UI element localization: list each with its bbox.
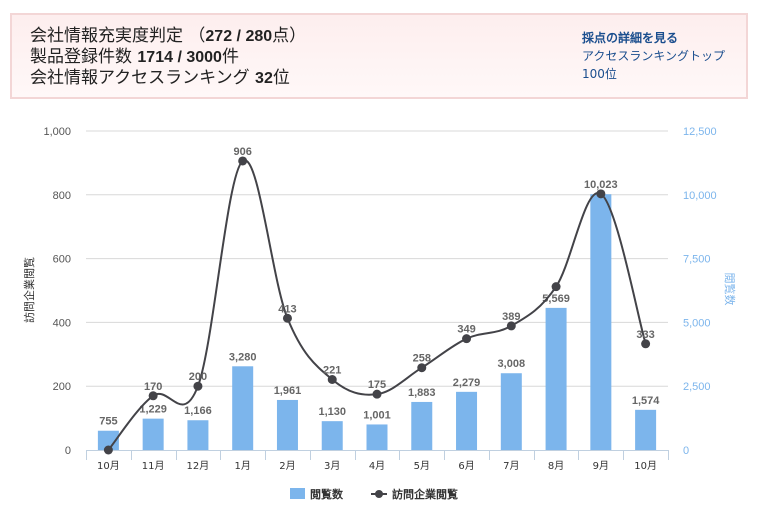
- bar-1[interactable]: [142, 418, 164, 450]
- right-axis-tick-label: 2,500: [683, 381, 711, 393]
- bar-data-label: 1,883: [408, 387, 436, 399]
- line-point-10[interactable]: [551, 282, 561, 292]
- line-point-8[interactable]: [462, 334, 472, 344]
- legend-bar-swatch[interactable]: [290, 488, 305, 499]
- bar-3[interactable]: [232, 366, 254, 450]
- summary-lines: 会社情報充実度判定 （272 / 280点） 製品登録件数 1714 / 300…: [30, 26, 306, 89]
- left-axis-tick-label: 0: [65, 445, 71, 457]
- bar-data-label: 3,280: [229, 351, 257, 363]
- line-data-label: 175: [368, 379, 386, 391]
- bar-data-label: 755: [99, 416, 117, 428]
- x-axis-category-label: 4月: [369, 460, 385, 472]
- x-axis-category-label: 11月: [142, 460, 165, 472]
- line-data-label: 349: [457, 324, 475, 336]
- bar-8[interactable]: [456, 391, 478, 450]
- right-axis-tick-label: 0: [683, 445, 689, 457]
- bar-data-label: 1,130: [318, 406, 346, 418]
- legend: 閲覧数 訪問企業閲覧: [290, 487, 458, 501]
- left-axis-tick-label: 800: [53, 190, 71, 202]
- left-axis-ticks: 0 200 400 600 800 1,000: [43, 126, 71, 457]
- summary-links: 採点の詳細を見る アクセスランキングトップ100位: [582, 29, 746, 83]
- line-point-5[interactable]: [327, 375, 337, 385]
- grid-lines: [86, 130, 668, 387]
- x-axis-category-label: 6月: [458, 460, 474, 472]
- x-axis: 10月 11月 12月 1月 2月 3月 4月 5月 6月 7月 8月 9月 10月: [86, 450, 669, 472]
- x-axis-category-label: 9月: [593, 460, 609, 472]
- legend-line-marker: [375, 490, 383, 498]
- bar-5[interactable]: [321, 421, 343, 450]
- right-axis-ticks: 0 2,500 5,000 7,500 10,000 12,500: [683, 126, 717, 457]
- product-count: 製品登録件数 1714 / 3000件: [30, 47, 239, 67]
- line-point-11[interactable]: [596, 189, 606, 199]
- left-axis-title: 訪問企業閲覧: [22, 257, 36, 323]
- x-axis-category-label: 12月: [187, 460, 210, 472]
- line-data-label: 170: [144, 381, 162, 393]
- summary-panel: 会社情報充実度判定 （272 / 280点） 製品登録件数 1714 / 300…: [10, 13, 748, 99]
- line-data-label: 258: [413, 353, 431, 365]
- bar-data-labels: 755 1,229 1,166 3,280 1,961 1,130 1,001 1,883 2,…: [99, 179, 660, 428]
- line-data-label: 333: [636, 329, 654, 341]
- line-point-9[interactable]: [506, 321, 516, 331]
- bar-data-label: 1,001: [363, 409, 391, 421]
- right-axis-tick-label: 12,500: [683, 126, 717, 138]
- line-point-7[interactable]: [417, 363, 427, 373]
- bar-2[interactable]: [187, 420, 209, 450]
- bar-data-label: 2,279: [453, 377, 481, 389]
- legend-item-visits[interactable]: 訪問企業閲覧: [392, 487, 458, 501]
- legend-item-views[interactable]: 閲覧数: [310, 487, 344, 501]
- line-point-3[interactable]: [238, 156, 248, 166]
- line-data-label: 413: [278, 303, 296, 315]
- line-point-4[interactable]: [282, 313, 292, 323]
- left-axis-tick-label: 1,000: [43, 126, 71, 138]
- access-ranking: 会社情報アクセスランキング 32位: [30, 68, 290, 88]
- bar-6[interactable]: [366, 424, 388, 450]
- x-axis-category-label: 7月: [503, 460, 519, 472]
- access-ranking-link[interactable]: アクセスランキングトップ100位: [582, 49, 726, 81]
- bar-data-label: 1,574: [632, 395, 660, 407]
- bar-0[interactable]: [97, 430, 119, 450]
- bar-4[interactable]: [276, 399, 298, 450]
- score-details-link[interactable]: 採点の詳細を見る: [582, 31, 679, 45]
- line-data-label: 389: [502, 311, 520, 323]
- bar-data-label: 1,229: [139, 404, 167, 416]
- left-axis-tick-label: 600: [53, 254, 71, 266]
- bar-data-label: 1,961: [274, 385, 302, 397]
- line-point-12[interactable]: [641, 339, 651, 349]
- x-axis-category-label: 10月: [634, 460, 657, 472]
- bar-12[interactable]: [635, 409, 657, 450]
- line-data-label: 200: [189, 371, 207, 383]
- line-point-6[interactable]: [372, 389, 382, 399]
- line-data-labels: 170 200 906 413 221 175 258 349 389 333: [144, 146, 655, 393]
- x-axis-category-label: 1月: [235, 460, 251, 472]
- bar-7[interactable]: [411, 401, 433, 450]
- line-points: [103, 156, 651, 455]
- right-axis-tick-label: 7,500: [683, 254, 711, 266]
- x-axis-category-label: 2月: [279, 460, 295, 472]
- line-point-2[interactable]: [193, 381, 203, 391]
- right-axis-tick-label: 5,000: [683, 317, 711, 329]
- bar-9[interactable]: [500, 373, 522, 450]
- bar-data-label: 1,166: [184, 405, 212, 417]
- line-data-label: 221: [323, 365, 341, 377]
- bar-data-label: 10,023: [584, 179, 618, 191]
- line-point-0[interactable]: [103, 445, 113, 455]
- completeness-score: 会社情報充実度判定 （272 / 280点）: [30, 26, 307, 46]
- bar-data-label: 3,008: [498, 358, 526, 370]
- x-axis-category-label: 10月: [97, 460, 120, 472]
- right-axis-title: 閲覧数: [723, 273, 737, 306]
- right-axis-tick-label: 10,000: [683, 190, 717, 202]
- x-axis-category-label: 3月: [324, 460, 340, 472]
- bar-series: [97, 194, 657, 450]
- bar-11[interactable]: [590, 194, 612, 450]
- line-point-1[interactable]: [148, 391, 158, 401]
- x-axis-category-label: 8月: [548, 460, 564, 472]
- bar-10[interactable]: [545, 307, 567, 450]
- x-axis-category-label: 5月: [414, 460, 430, 472]
- line-data-label: 906: [234, 146, 252, 158]
- left-axis-tick-label: 400: [53, 317, 71, 329]
- left-axis-tick-label: 200: [53, 381, 71, 393]
